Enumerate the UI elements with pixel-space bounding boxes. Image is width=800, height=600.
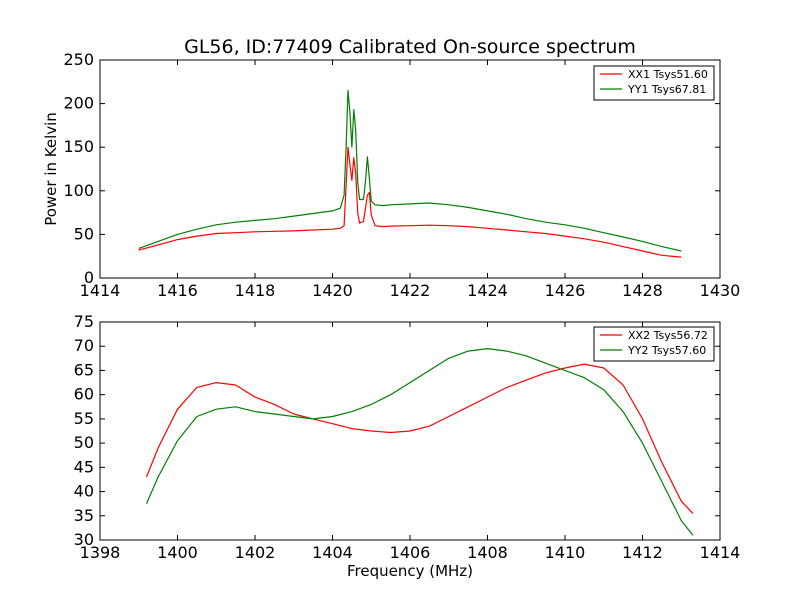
bottom-y-tick-label: 50 [74,433,94,452]
top-x-ticks: 1414 1416 1418 1420 1422 1424 1426 1428 1430 [80,60,741,300]
bottom-y-tick-label: 75 [74,312,94,331]
bottom-y-tick-label: 55 [74,409,94,428]
bottom-x-tick-label: 1398 [80,543,121,562]
bottom-legend: XX2 Tsys56.72 YY2 Tsys57.60 [593,326,715,362]
top-y-tick-label: 150 [63,137,94,156]
top-y-tick-label: 200 [63,94,94,113]
bottom-x-tick-label: 1412 [622,543,663,562]
top-series-yy-line [138,89,682,252]
top-x-tick-label: 1430 [700,281,741,300]
bottom-y-tick-label: 30 [74,530,94,549]
bottom-legend-xx-label: XX2 Tsys56.72 [628,329,708,342]
bottom-y-tick-label: 45 [74,457,94,476]
bottom-series-xx-line [145,363,694,514]
top-y-ticks: 0 50 100 150 200 250 [63,50,720,287]
top-x-tick-label: 1418 [235,281,276,300]
top-legend-yy-label: YY1 Tsys67.81 [627,83,706,96]
top-legend-xx-label: XX1 Tsys51.60 [628,68,708,81]
bottom-y-tick-label: 35 [74,506,94,525]
bottom-plot-lines [145,348,694,536]
bottom-x-ticks: 1398 1400 1402 1404 1406 1408 1410 1412 1414 [80,322,741,562]
figure-title: GL56, ID:77409 Calibrated On-source spec… [184,36,636,58]
top-y-tick-label: 0 [84,268,94,287]
bottom-y-tick-label: 70 [74,336,94,355]
bottom-y-tick-label: 60 [74,385,94,404]
bottom-x-tick-label: 1414 [700,543,741,562]
top-legend-box [593,65,715,101]
bottom-x-tick-label: 1408 [467,543,508,562]
top-x-tick-label: 1414 [80,281,121,300]
top-y-axis-label: Power in Kelvin [42,112,60,226]
bottom-y-tick-label: 40 [74,482,94,501]
top-y-tick-label: 250 [63,50,94,69]
bottom-legend-box [593,326,715,362]
bottom-legend-yy-label: YY2 Tsys57.60 [627,344,706,357]
bottom-y-ticks: 30 35 40 45 50 55 60 65 70 75 [74,312,720,549]
bottom-y-tick-label: 65 [74,360,94,379]
top-x-tick-label: 1420 [312,281,353,300]
bottom-x-axis-label: Frequency (MHz) [347,562,473,580]
top-x-tick-label: 1426 [545,281,586,300]
top-x-tick-label: 1428 [622,281,663,300]
top-x-tick-label: 1424 [467,281,508,300]
top-y-tick-label: 50 [74,224,94,243]
bottom-panel: 30 35 40 45 50 55 60 65 70 75 1398 1400 1402 1404 140… [74,312,741,580]
top-series-xx-line [138,146,682,258]
bottom-series-yy-line [145,348,694,536]
top-y-tick-label: 100 [63,181,94,200]
bottom-x-tick-label: 1410 [545,543,586,562]
bottom-x-tick-label: 1400 [157,543,198,562]
top-panel: 0 50 100 150 200 250 1414 1416 1418 1420 1422 1424… [42,50,740,300]
bottom-x-tick-label: 1406 [390,543,431,562]
top-legend: XX1 Tsys51.60 YY1 Tsys67.81 [593,65,715,101]
top-x-tick-label: 1416 [157,281,198,300]
bottom-x-tick-label: 1402 [235,543,276,562]
top-plot-lines [138,89,682,258]
bottom-x-tick-label: 1404 [312,543,353,562]
top-x-tick-label: 1422 [390,281,431,300]
